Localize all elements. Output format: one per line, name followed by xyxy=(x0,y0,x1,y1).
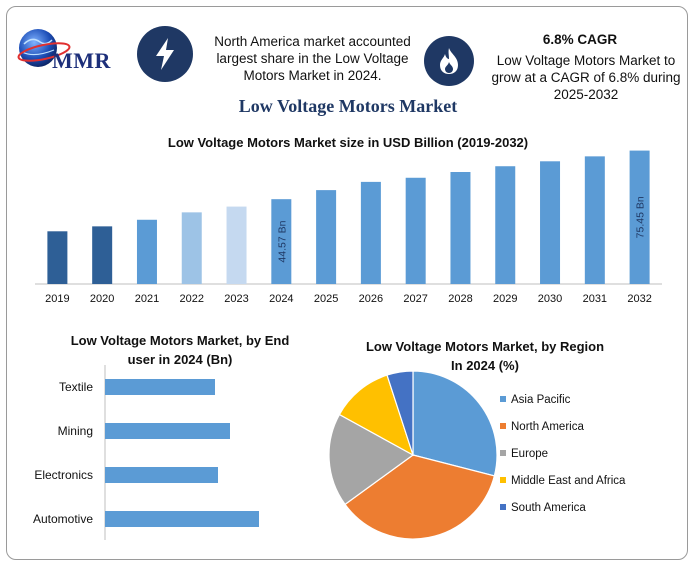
end-user-chart-title: Low Voltage Motors Market, by End user i… xyxy=(30,331,330,369)
lightning-icon xyxy=(156,38,174,70)
flame-icon xyxy=(440,48,458,74)
cagr-title: 6.8% CAGR xyxy=(542,32,618,47)
region-title-line1: Low Voltage Motors Market, by Region xyxy=(365,339,605,354)
globe-icon xyxy=(17,29,71,67)
market-size-chart-title: Low Voltage Motors Market size in USD Bi… xyxy=(167,135,529,150)
info-left-line3: Motors Market in 2024. xyxy=(243,68,382,83)
info-right-line1: Low Voltage Motors Market to xyxy=(496,53,676,68)
info-left: North America market accounted largest s… xyxy=(200,33,425,84)
infographic-frame xyxy=(6,6,688,560)
info-left-line2: largest share in the Low Voltage xyxy=(216,51,409,66)
lightning-badge xyxy=(137,26,193,82)
info-right-line3: 2025-2032 xyxy=(553,87,619,102)
end-user-title-line2: user in 2024 (Bn) xyxy=(127,352,233,367)
info-right-line2: grow at a CAGR of 6.8% during xyxy=(491,70,681,85)
main-title: Low Voltage Motors Market xyxy=(238,96,458,116)
logo-text: MMR xyxy=(52,48,111,73)
mmr-logo xyxy=(14,26,134,86)
info-right: Low Voltage Motors Market to grow at a C… xyxy=(488,52,684,103)
flame-badge xyxy=(424,36,474,86)
region-chart-title: Low Voltage Motors Market, by Region In … xyxy=(335,337,635,375)
end-user-title-line1: Low Voltage Motors Market, by End xyxy=(70,333,290,348)
region-title-line2: In 2024 (%) xyxy=(451,358,519,373)
info-left-line1: North America market accounted xyxy=(214,34,411,49)
